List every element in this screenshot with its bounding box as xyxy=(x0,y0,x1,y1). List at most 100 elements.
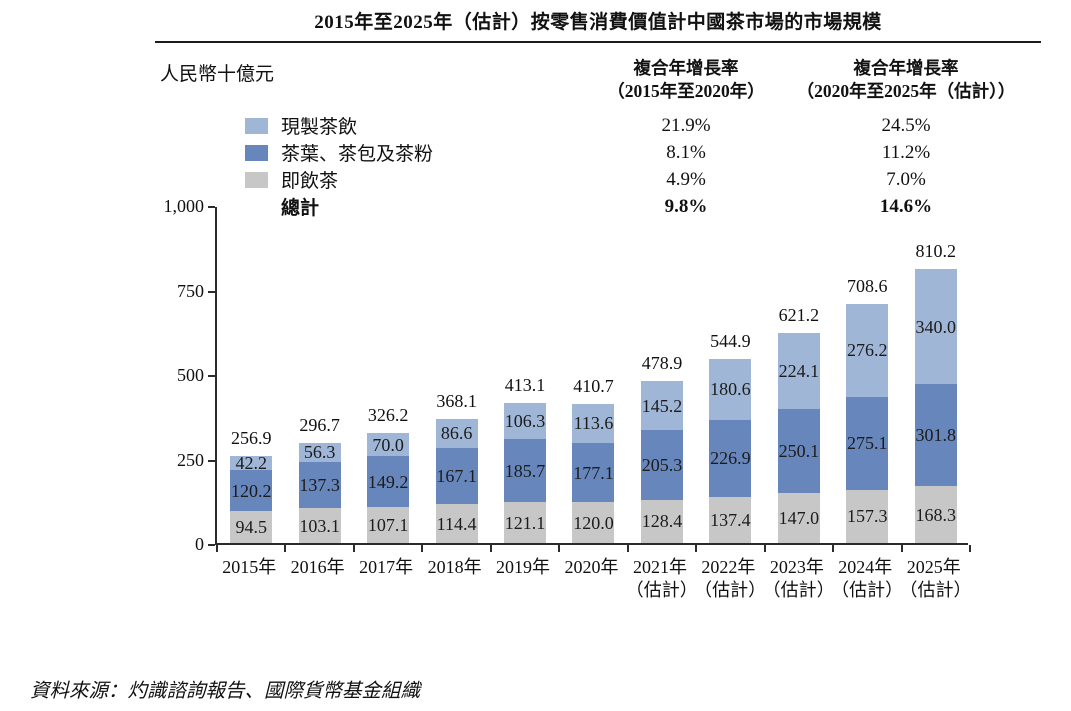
segment-value-label: 301.8 xyxy=(915,425,957,446)
stacked-bar: 86.6 167.1 114.4 368.1 xyxy=(435,391,478,543)
y-axis-tick-label: 750 xyxy=(177,280,204,301)
legend-item-label: 茶葉、茶包及茶粉 xyxy=(281,144,434,165)
bar-column: 42.2 120.2 94.5 256.9 xyxy=(217,207,285,543)
y-axis-tick xyxy=(208,375,215,377)
segment-value-label: 275.1 xyxy=(847,433,888,454)
total-value-label: 708.6 xyxy=(847,275,888,296)
bar-segment: 42.2 xyxy=(230,454,273,472)
segment-value-label: 70.0 xyxy=(372,434,404,455)
bar-column: 86.6 167.1 114.4 368.1 xyxy=(422,207,490,543)
bar-segment: 226.9 xyxy=(709,419,752,497)
x-axis-tick xyxy=(626,545,629,552)
y-axis-tick xyxy=(208,290,215,293)
total-value-label: 478.9 xyxy=(641,353,683,374)
cagr-value: 8.1% xyxy=(666,142,706,163)
total-value-label: 621.2 xyxy=(778,305,820,326)
bar-column: 106.3 185.7 121.1 413.1 xyxy=(491,207,559,543)
x-axis-tick xyxy=(832,545,835,552)
segment-value-label: 86.6 xyxy=(440,423,473,444)
stacked-bar: 70.0 149.2 107.1 326.2 xyxy=(367,405,410,543)
x-axis-estimate-label: （估計） xyxy=(625,580,698,600)
x-axis-year: 2024年 xyxy=(838,557,893,577)
bar-segment: 276.2 xyxy=(846,303,889,397)
x-axis-estimate-label: （估計） xyxy=(831,580,904,600)
bar-segment: 86.6 xyxy=(435,418,478,448)
segment-value-label: 147.0 xyxy=(778,508,820,529)
cagr-value: 9.8% xyxy=(664,196,708,217)
x-axis-category-label: 2020年 xyxy=(557,556,625,602)
bar-segment: 168.3 xyxy=(914,486,957,543)
bar-segment: 121.1 xyxy=(504,502,547,543)
bar-segment: 167.1 xyxy=(435,447,478,505)
bar-column: 113.6 177.1 120.0 410.7 xyxy=(559,207,627,543)
cagr-value: 4.9% xyxy=(666,169,706,190)
x-axis-year: 2015年 xyxy=(222,557,277,577)
total-value-label: 810.2 xyxy=(915,241,957,262)
legend-swatch xyxy=(245,117,268,134)
x-axis-tick xyxy=(900,545,903,552)
stacked-bar: 106.3 185.7 121.1 413.1 xyxy=(504,375,547,543)
segment-value-label: 120.0 xyxy=(573,512,614,533)
segment-value-label: 340.0 xyxy=(915,316,957,337)
x-axis-category-label: 2022年 （估計） xyxy=(694,556,767,602)
y-axis-tick-label: 0 xyxy=(195,534,204,555)
legend-item-label: 即飲茶 xyxy=(281,171,339,192)
title-divider xyxy=(155,41,1041,43)
x-axis-category-label: 2018年 xyxy=(420,556,488,602)
bar-segment: 137.3 xyxy=(298,461,341,509)
cagr-value: 21.9% xyxy=(661,115,711,136)
x-axis-year: 2019年 xyxy=(496,557,551,577)
x-axis-estimate-label: （估計） xyxy=(694,580,767,600)
segment-value-label: 137.4 xyxy=(710,509,751,530)
total-value-label: 296.7 xyxy=(299,414,340,435)
bar-segment: 149.2 xyxy=(367,456,410,507)
segment-value-label: 157.3 xyxy=(847,506,888,527)
cagr-col-2015-2020: 21.9% 8.1% 4.9% 9.8% xyxy=(661,112,710,220)
bar-column: 70.0 149.2 107.1 326.2 xyxy=(354,207,422,543)
x-axis-tick xyxy=(969,545,971,552)
x-axis-category-label: 2024年 （估計） xyxy=(831,556,904,602)
total-value-label: 368.1 xyxy=(436,390,477,411)
x-axis-tick xyxy=(695,545,698,552)
bar-segment: 224.1 xyxy=(777,333,820,409)
cagr-value: 24.5% xyxy=(881,115,931,136)
total-value-label: 410.7 xyxy=(573,376,614,397)
bar-segment: 128.4 xyxy=(640,499,683,543)
x-axis-category-label: 2017年 xyxy=(352,556,420,602)
stacked-bar: 340.0 301.8 168.3 810.2 xyxy=(914,241,957,543)
cagr-header-line1: 複合年增長率 xyxy=(853,58,959,78)
y-axis-tick-label: 1,000 xyxy=(163,196,205,217)
cagr-header-2015-2020: 複合年增長率 （2015年至2020年） xyxy=(607,57,765,103)
x-axis-category-label: 2021年 （估計） xyxy=(625,556,698,602)
bar-segment: 137.4 xyxy=(709,496,752,543)
segment-value-label: 94.5 xyxy=(235,517,267,538)
cagr-value: 14.6% xyxy=(879,196,933,217)
source-note: 資料來源：灼識諮詢報告、國際貨幣基金組織 xyxy=(30,681,421,702)
x-axis-year: 2023年 xyxy=(769,557,824,577)
bar-column: 180.6 226.9 137.4 544.9 xyxy=(696,207,764,543)
x-axis-category-label: 2016年 xyxy=(283,556,351,602)
stacked-bar: 180.6 226.9 137.4 544.9 xyxy=(709,331,752,543)
cagr-header-2020-2025: 複合年增長率 （2020年至2025年（估計）） xyxy=(797,57,1016,103)
bar-column: 340.0 301.8 168.3 810.2 xyxy=(902,207,970,543)
x-axis-year: 2022年 xyxy=(701,557,756,577)
legend-swatch xyxy=(245,171,268,188)
y-axis-tick xyxy=(208,459,215,462)
x-axis-estimate-label: （估計） xyxy=(762,580,835,600)
segment-value-label: 103.1 xyxy=(299,515,340,536)
y-axis-tick-label: 250 xyxy=(177,449,204,470)
x-axis-tick xyxy=(763,545,766,552)
segment-value-label: 167.1 xyxy=(436,466,477,487)
bar-segment: 70.0 xyxy=(367,432,410,457)
x-axis-tick xyxy=(284,545,287,552)
cagr-value: 7.0% xyxy=(886,169,926,190)
bar-segment: 147.0 xyxy=(777,493,820,543)
segment-value-label: 224.1 xyxy=(778,360,820,381)
legend-item: 即飲茶 xyxy=(245,166,433,193)
x-axis-estimate-label: （估計） xyxy=(899,580,972,600)
total-value-label: 413.1 xyxy=(504,375,546,396)
segment-value-label: 107.1 xyxy=(367,514,409,535)
stacked-bar: 224.1 250.1 147.0 621.2 xyxy=(777,305,820,543)
bar-segment: 107.1 xyxy=(367,506,410,543)
